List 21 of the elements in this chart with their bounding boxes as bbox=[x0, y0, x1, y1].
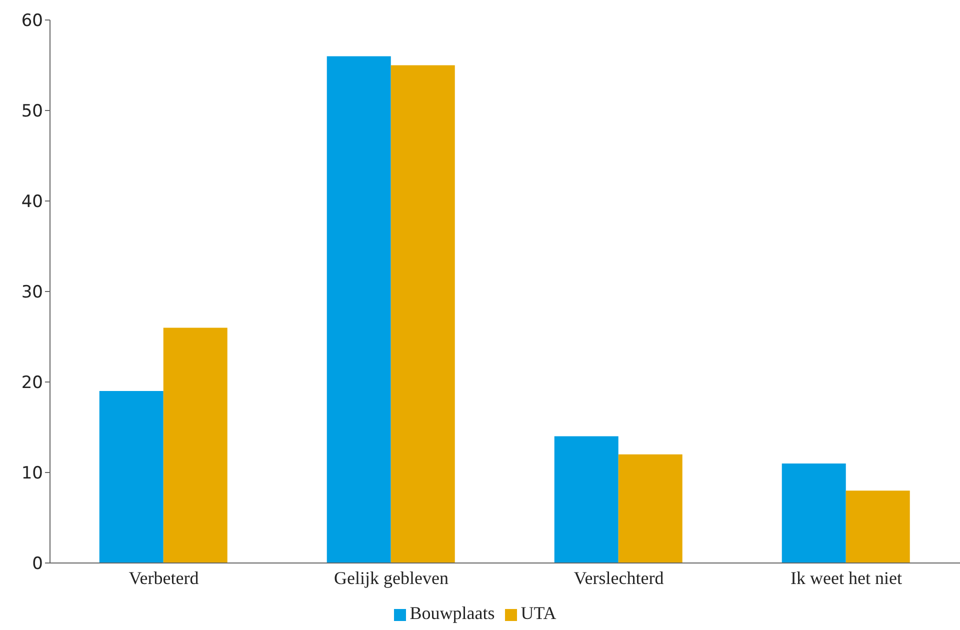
x-tick-label: Verbeterd bbox=[128, 568, 199, 588]
bar bbox=[554, 436, 618, 563]
y-tick-label: 20 bbox=[21, 373, 43, 394]
bar bbox=[163, 328, 228, 563]
legend-label: Bouwplaats bbox=[410, 603, 495, 623]
y-tick-label: 60 bbox=[21, 11, 43, 32]
legend-label: UTA bbox=[520, 603, 556, 623]
y-tick-label: 10 bbox=[21, 464, 43, 484]
y-tick-label: 0 bbox=[32, 554, 43, 574]
x-tick-label: Verslechterd bbox=[574, 568, 664, 588]
y-tick-label: 50 bbox=[21, 102, 43, 122]
bar bbox=[846, 490, 910, 563]
bar bbox=[782, 463, 846, 563]
bar bbox=[390, 65, 455, 563]
bar bbox=[326, 56, 391, 563]
y-tick-label: 30 bbox=[21, 282, 43, 303]
x-tick-label: Ik weet het niet bbox=[790, 568, 902, 588]
bar bbox=[99, 391, 164, 563]
x-tick-label: Gelijk gebleven bbox=[334, 568, 448, 588]
y-tick-label: 40 bbox=[21, 192, 43, 212]
bar bbox=[618, 454, 682, 563]
